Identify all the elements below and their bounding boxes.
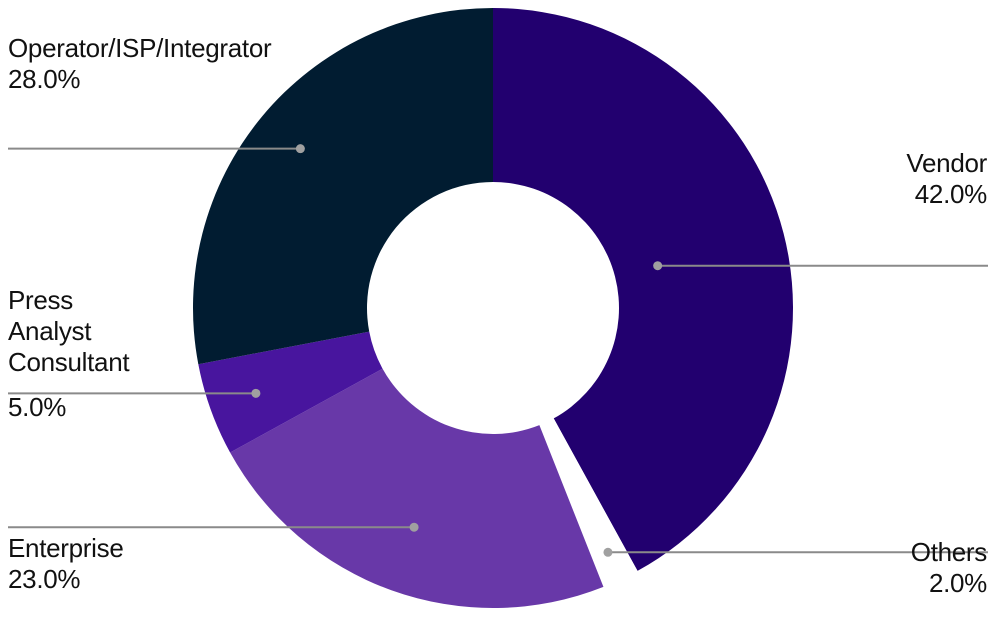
leader-dot-press-analyst-consultant bbox=[251, 388, 261, 398]
label-consultant-line: Consultant bbox=[8, 347, 130, 377]
slice-press-analyst-consultant bbox=[198, 331, 383, 453]
label-enterprise-value: 23.0% bbox=[8, 564, 81, 594]
label-enterprise: Enterprise 23.0% bbox=[8, 533, 124, 595]
leader-dot-vendor bbox=[653, 261, 663, 271]
label-others-value: 2.0% bbox=[928, 568, 987, 598]
label-operator-name: Operator/ISP/Integrator bbox=[8, 33, 272, 63]
leader-dot-enterprise bbox=[409, 522, 419, 532]
label-vendor-name: Vendor bbox=[906, 148, 987, 178]
label-enterprise-name: Enterprise bbox=[8, 533, 124, 563]
label-operator-value: 28.0% bbox=[8, 64, 81, 94]
label-others-name: Others bbox=[910, 537, 988, 567]
leader-dot-operator-isp-integrator bbox=[295, 144, 305, 154]
label-others: Others 2.0% bbox=[910, 537, 988, 599]
slice-others bbox=[539, 418, 638, 587]
label-vendor-value: 42.0% bbox=[914, 179, 988, 209]
label-press-line: Press bbox=[8, 285, 73, 315]
label-press-value: 5.0% bbox=[8, 392, 67, 422]
slice-enterprise bbox=[230, 368, 604, 608]
slice-vendor bbox=[493, 8, 794, 571]
slice-operator-isp-integrator bbox=[193, 8, 493, 365]
leader-dot-others bbox=[603, 547, 613, 557]
label-analyst-line: Analyst bbox=[8, 316, 92, 346]
label-operator-isp-integrator: Operator/ISP/Integrator 28.0% bbox=[8, 33, 272, 95]
label-press-analyst-consultant: Press Analyst Consultant 5.0% bbox=[8, 285, 130, 423]
label-vendor: Vendor 42.0% bbox=[906, 148, 987, 210]
